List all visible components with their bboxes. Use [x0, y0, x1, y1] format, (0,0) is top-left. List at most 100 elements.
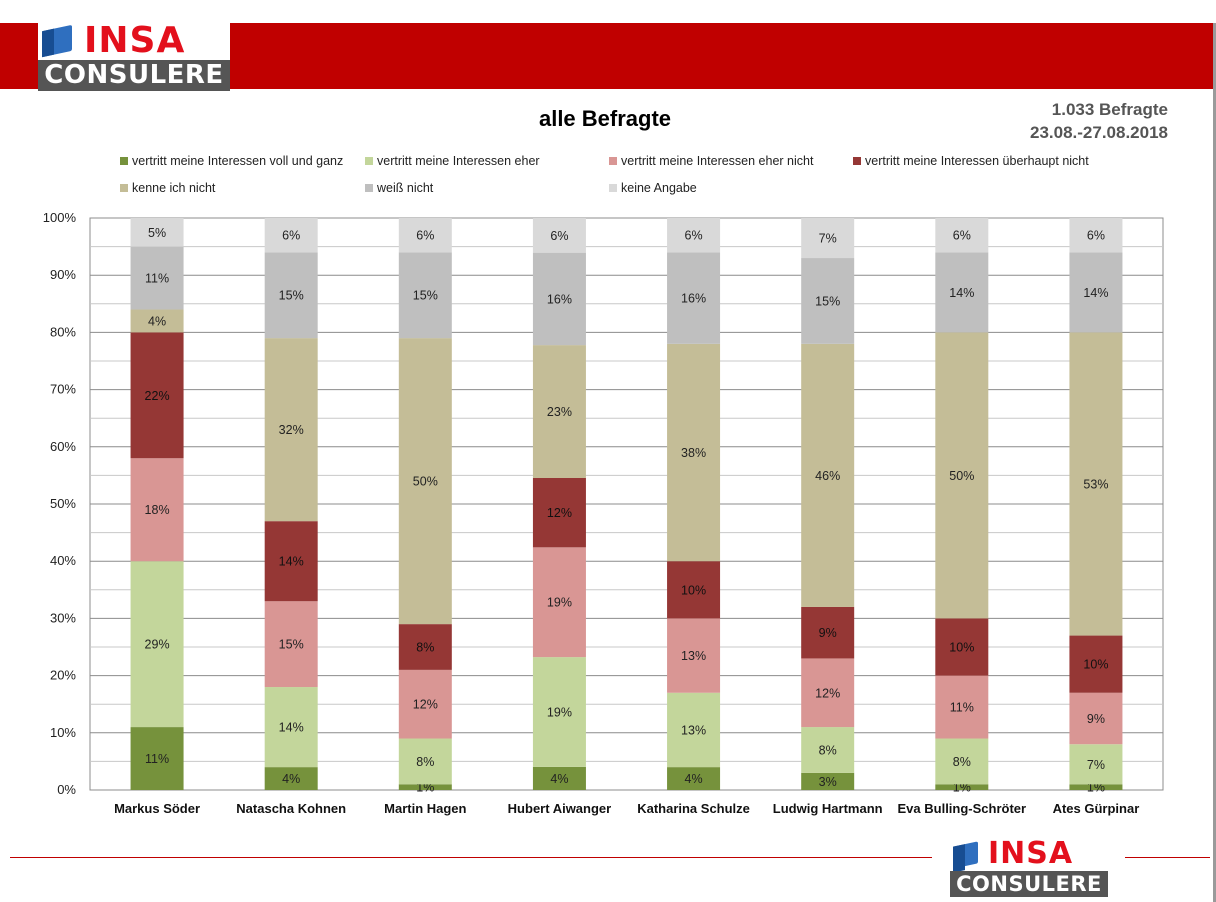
- data-label: 13%: [681, 649, 706, 663]
- data-label: 11%: [145, 752, 169, 766]
- bar-segment: [264, 218, 318, 253]
- bar-segment: [398, 624, 452, 670]
- legend-swatch: [853, 157, 861, 165]
- data-label: 19%: [547, 706, 572, 720]
- data-label: 6%: [282, 229, 300, 243]
- legend-swatch: [365, 157, 373, 165]
- bar-segment: [1069, 332, 1123, 636]
- logo-consulere-text: CONSULERE: [950, 871, 1108, 897]
- data-label: 15%: [815, 294, 840, 308]
- bar-segment: [532, 345, 586, 478]
- bar-segment: [667, 767, 721, 790]
- logo-consulere-text: CONSULERE: [38, 60, 230, 91]
- data-label: 6%: [685, 229, 703, 243]
- bar-segment: [398, 738, 452, 785]
- bar-segment: [398, 218, 452, 253]
- legend-label: vertritt meine Interessen überhaupt nich…: [865, 154, 1089, 168]
- category-label: Markus Söder: [114, 801, 200, 816]
- bar-segment: [1069, 218, 1123, 253]
- data-label: 6%: [550, 229, 568, 243]
- data-label: 8%: [819, 743, 837, 757]
- legend-label: vertritt meine Interessen voll und ganz: [132, 154, 344, 168]
- data-label: 12%: [815, 686, 840, 700]
- bar-segment: [532, 252, 586, 346]
- y-tick-label: 0%: [57, 782, 76, 797]
- data-label: 50%: [949, 469, 974, 483]
- data-label: 14%: [279, 721, 304, 735]
- data-label: 7%: [819, 232, 837, 246]
- bar-segment: [532, 478, 586, 548]
- y-tick-label: 50%: [50, 496, 76, 511]
- bar-segment: [667, 692, 721, 768]
- legend-swatch: [120, 157, 128, 165]
- bar-segment: [935, 252, 989, 333]
- bar-segment: [801, 258, 855, 344]
- bar-segment: [935, 218, 989, 253]
- legend-swatch: [365, 184, 373, 192]
- data-label: 6%: [416, 229, 434, 243]
- category-label: Ludwig Hartmann: [773, 801, 883, 816]
- legend-item-kenne-nicht: kenne ich nicht: [120, 181, 215, 195]
- data-label: 18%: [145, 503, 170, 517]
- data-label: 4%: [282, 772, 300, 786]
- data-label: 15%: [279, 289, 304, 303]
- legend-swatch: [609, 157, 617, 165]
- category-label: Ates Gürpinar: [1053, 801, 1140, 816]
- survey-period: 23.08.-27.08.2018: [1029, 123, 1168, 142]
- y-tick-label: 10%: [50, 725, 76, 740]
- bar-segment: [667, 218, 721, 253]
- bar-segment: [935, 618, 989, 676]
- data-label: 29%: [145, 638, 170, 652]
- data-label: 8%: [953, 755, 971, 769]
- sample-size: 1.033 Befragte: [1051, 100, 1168, 119]
- data-label: 3%: [819, 775, 837, 789]
- legend-item-eher-nicht: vertritt meine Interessen eher nicht: [609, 154, 813, 168]
- data-label: 10%: [1083, 658, 1108, 672]
- data-label: 12%: [547, 506, 572, 520]
- bar-segment: [1069, 252, 1123, 333]
- data-label: 5%: [148, 226, 166, 240]
- bar-segment: [398, 252, 452, 339]
- data-label: 9%: [1087, 712, 1105, 726]
- data-label: 14%: [279, 555, 304, 569]
- bar-segment: [264, 601, 318, 688]
- bar-segment: [532, 766, 586, 790]
- data-label: 53%: [1083, 477, 1108, 491]
- data-label: 15%: [279, 638, 304, 652]
- data-label: 38%: [681, 446, 706, 460]
- legend-item-keine-angabe: keine Angabe: [609, 181, 697, 195]
- bar-segment: [667, 252, 721, 344]
- legend-label: weiß nicht: [377, 181, 434, 195]
- data-label: 14%: [1083, 286, 1108, 300]
- header-logo: INSA CONSULERE: [38, 21, 230, 91]
- data-label: 6%: [1087, 229, 1105, 243]
- legend-label: kenne ich nicht: [132, 181, 216, 195]
- bar-segment: [1069, 635, 1123, 693]
- bar-segment: [532, 547, 586, 658]
- legend-label: vertritt meine Interessen eher nicht: [621, 154, 814, 168]
- bar-segment: [801, 727, 855, 773]
- bar-segment: [398, 784, 452, 790]
- legend-swatch: [120, 184, 128, 192]
- y-tick-label: 70%: [50, 382, 76, 397]
- bar-segment: [801, 343, 855, 607]
- category-label: Hubert Aiwanger: [508, 801, 612, 816]
- data-label: 4%: [550, 772, 568, 786]
- data-label: 16%: [547, 292, 572, 306]
- y-tick-label: 100%: [43, 210, 77, 225]
- bar-segment: [801, 218, 855, 259]
- category-label: Martin Hagen: [384, 801, 466, 816]
- data-label: 50%: [413, 475, 438, 489]
- bar-segment: [1069, 784, 1123, 790]
- legend-item-weiss-nicht: weiß nicht: [365, 181, 433, 195]
- bar-segment: [130, 246, 184, 310]
- bar-segment: [130, 332, 184, 459]
- bar-segment: [935, 784, 989, 790]
- category-label: Katharina Schulze: [637, 801, 750, 816]
- data-label: 19%: [547, 596, 572, 610]
- y-tick-label: 60%: [50, 439, 76, 454]
- logo-insa-text: INSA: [988, 836, 1074, 871]
- bar-segment: [264, 338, 318, 522]
- data-label: 8%: [416, 641, 434, 655]
- bar-segment: [264, 252, 318, 339]
